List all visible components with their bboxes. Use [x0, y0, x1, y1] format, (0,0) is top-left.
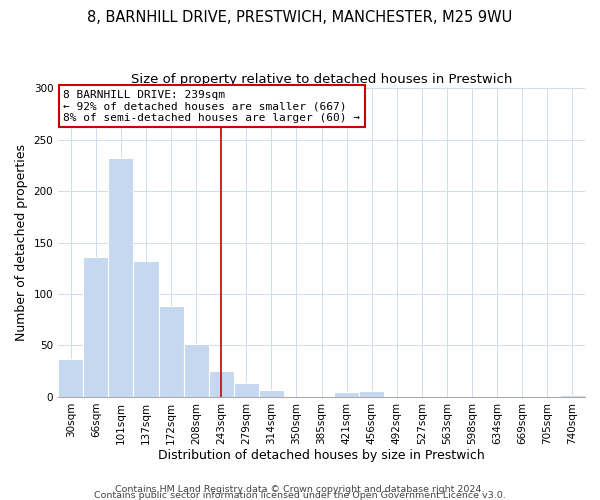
Bar [133, 261, 158, 397]
Bar [259, 390, 284, 397]
Text: 8, BARNHILL DRIVE, PRESTWICH, MANCHESTER, M25 9WU: 8, BARNHILL DRIVE, PRESTWICH, MANCHESTER… [88, 10, 512, 25]
Y-axis label: Number of detached properties: Number of detached properties [15, 144, 28, 341]
Bar [234, 382, 259, 397]
Bar [334, 392, 359, 397]
Bar [209, 371, 234, 397]
Bar [184, 344, 209, 397]
Bar [58, 359, 83, 397]
Title: Size of property relative to detached houses in Prestwich: Size of property relative to detached ho… [131, 72, 512, 86]
Bar [109, 158, 133, 397]
Text: Contains public sector information licensed under the Open Government Licence v3: Contains public sector information licen… [94, 490, 506, 500]
X-axis label: Distribution of detached houses by size in Prestwich: Distribution of detached houses by size … [158, 450, 485, 462]
Bar [158, 306, 184, 397]
Bar [83, 257, 109, 397]
Bar [359, 391, 385, 397]
Text: Contains HM Land Registry data © Crown copyright and database right 2024.: Contains HM Land Registry data © Crown c… [115, 484, 485, 494]
Text: 8 BARNHILL DRIVE: 239sqm
← 92% of detached houses are smaller (667)
8% of semi-d: 8 BARNHILL DRIVE: 239sqm ← 92% of detach… [64, 90, 361, 123]
Bar [560, 395, 585, 397]
